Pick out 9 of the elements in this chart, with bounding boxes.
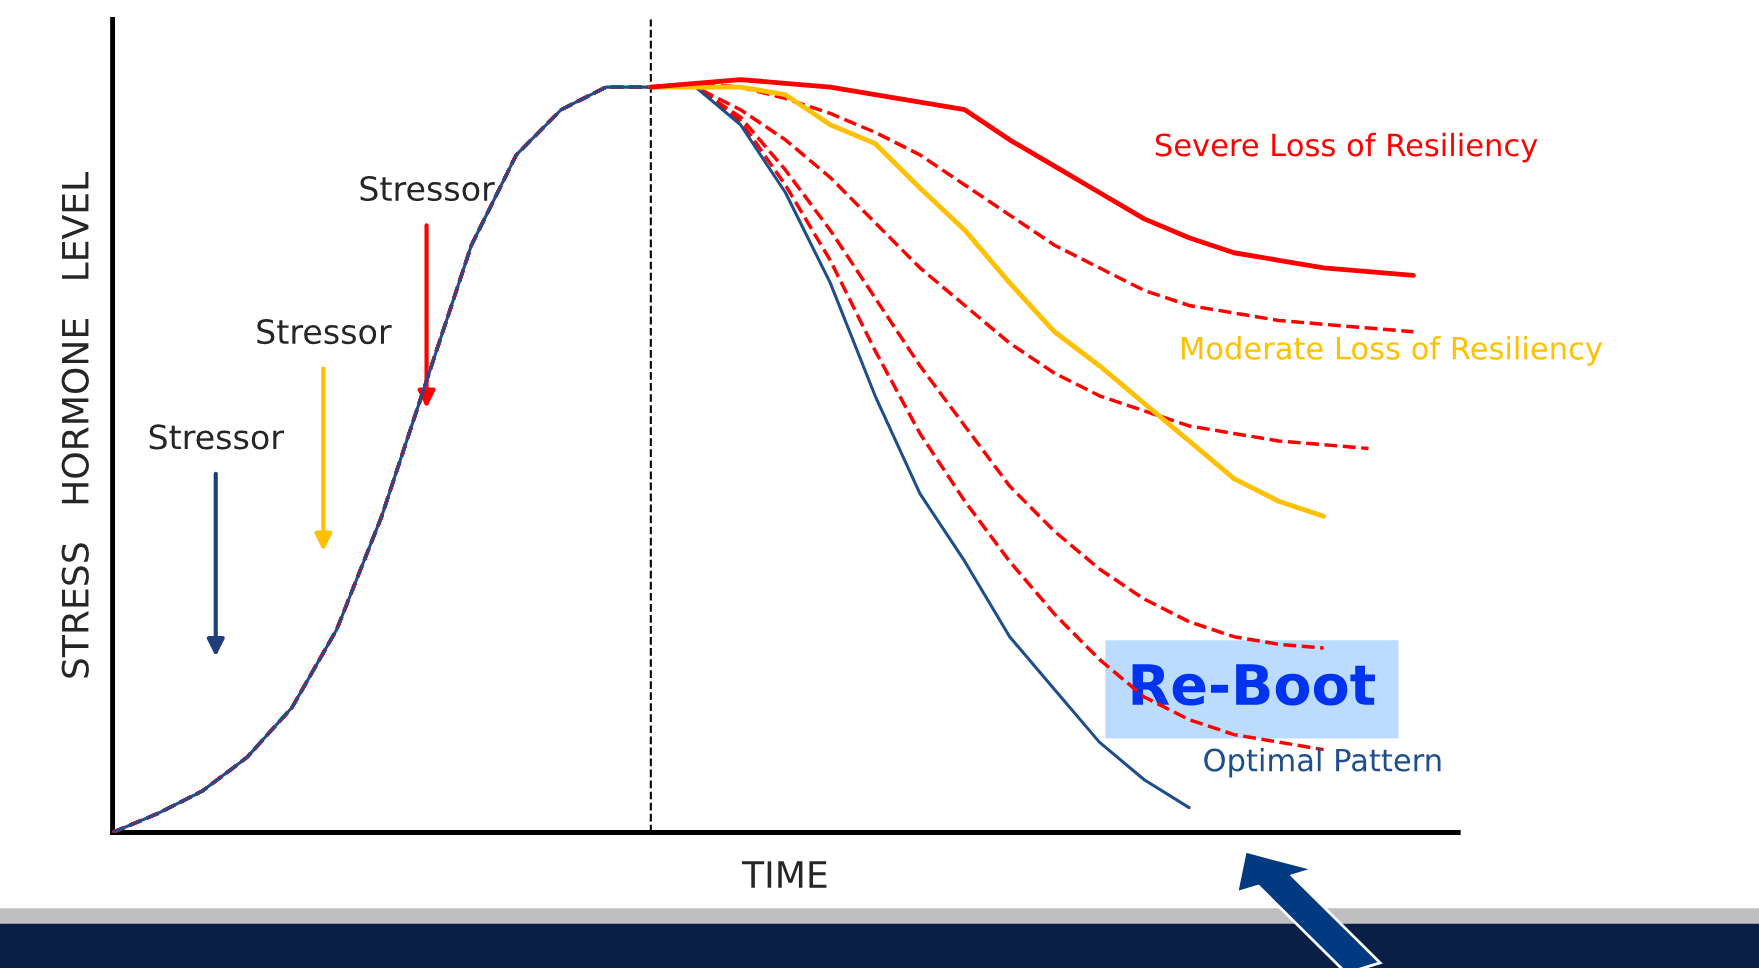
x-axis-title: TIME — [741, 861, 827, 888]
annotation: Stressor — [149, 424, 284, 450]
annotation: Stressor — [257, 318, 392, 345]
series-label: Severe Loss of Resiliency — [1155, 132, 1538, 163]
series-label: Moderate Loss of Resiliency — [1181, 336, 1603, 366]
y-axis-title: STRESS HORMONE LEVEL — [61, 172, 89, 678]
series-label: Optimal Pattern — [1204, 747, 1441, 778]
annotation: Stressor — [360, 175, 495, 202]
annotation: Re-Boot — [1132, 664, 1375, 706]
